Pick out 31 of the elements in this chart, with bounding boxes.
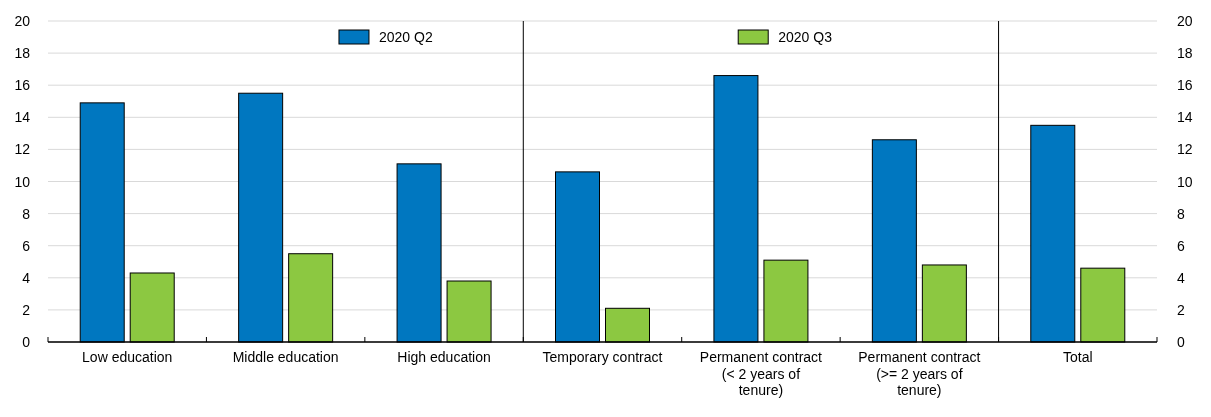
y-tick-label: 10 xyxy=(14,173,31,190)
y-tick-label: 12 xyxy=(14,141,31,158)
y-tick-label: 2 xyxy=(22,301,31,318)
y2-tick-label: 16 xyxy=(1177,77,1193,94)
x-tick-label: Permanent contract (< 2 years of tenure) xyxy=(699,349,823,398)
x-tick-label: Low education xyxy=(82,349,173,365)
y-tick-label: 4 xyxy=(22,269,31,286)
x-tick-label: Permanent contract (>= 2 years of tenure) xyxy=(858,349,981,398)
y2-tick-label: 2 xyxy=(1177,301,1185,318)
legend-label: 2020 Q2 xyxy=(378,29,433,45)
y-tick-label: 18 xyxy=(14,45,31,62)
y-tick-label: 14 xyxy=(14,109,31,126)
y2-tick-label: 14 xyxy=(1177,109,1193,126)
y2-tick-label: 6 xyxy=(1177,237,1185,254)
y2-tick-label: 18 xyxy=(1177,45,1193,62)
y2-tick-label: 0 xyxy=(1177,334,1185,350)
y-tick-label: 0 xyxy=(22,334,31,350)
legend-label: 2020 Q3 xyxy=(778,29,833,45)
x-tick-label: Total xyxy=(1063,349,1093,365)
y2-tick-label: 12 xyxy=(1177,141,1193,158)
y-tick-label: 8 xyxy=(22,205,31,222)
y2-tick-label: 10 xyxy=(1177,173,1193,190)
x-tick-label: Middle education xyxy=(232,349,339,365)
x-tick-label: Temporary contract xyxy=(542,349,663,365)
y-tick-label: 6 xyxy=(22,237,31,254)
y2-tick-label: 8 xyxy=(1177,205,1185,222)
y2-tick-label: 20 xyxy=(1177,13,1193,29)
y-tick-label: 16 xyxy=(14,77,31,94)
x-tick-label: High education xyxy=(397,349,491,365)
y-tick-label: 20 xyxy=(14,13,31,29)
y2-tick-label: 4 xyxy=(1177,269,1185,286)
